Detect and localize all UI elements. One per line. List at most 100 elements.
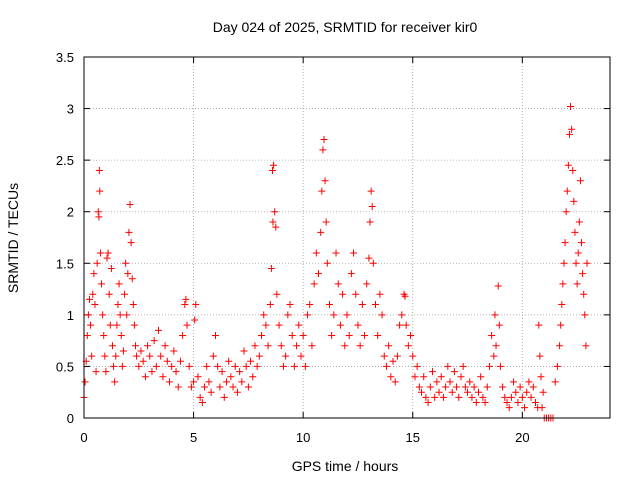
data-point: [570, 197, 578, 205]
data-point: [251, 342, 259, 350]
data-point: [536, 352, 544, 360]
data-point: [444, 362, 452, 370]
data-point: [88, 352, 96, 360]
data-point: [203, 362, 211, 370]
data-point: [492, 342, 500, 350]
data-point: [558, 301, 566, 309]
y-tick-label: 3: [67, 102, 74, 117]
data-point: [229, 383, 237, 391]
data-point: [84, 311, 92, 319]
data-point: [339, 290, 347, 298]
x-tick-label: 20: [515, 430, 529, 445]
data-point: [141, 373, 149, 381]
data-point: [490, 352, 498, 360]
data-point: [92, 368, 100, 376]
data-point: [207, 388, 215, 396]
data-point: [325, 301, 333, 309]
data-point: [551, 378, 559, 386]
data-point: [130, 321, 138, 329]
data-point: [249, 373, 257, 381]
data-point: [91, 301, 99, 309]
data-point: [96, 249, 104, 257]
data-point: [385, 342, 393, 350]
y-tick-label: 1.5: [56, 256, 74, 271]
data-point: [334, 280, 342, 288]
data-point: [96, 187, 104, 195]
data-point: [216, 383, 224, 391]
data-point: [133, 352, 141, 360]
data-point: [578, 239, 586, 247]
data-point: [165, 378, 173, 386]
data-point: [404, 342, 412, 350]
data-point: [266, 301, 274, 309]
data-point: [564, 161, 572, 169]
data-point: [284, 311, 292, 319]
data-point: [320, 136, 328, 144]
data-point: [83, 331, 91, 339]
data-point: [422, 393, 430, 401]
data-point: [568, 125, 576, 133]
data-point: [393, 352, 401, 360]
data-point: [247, 357, 255, 365]
data-point: [330, 311, 338, 319]
data-point: [233, 388, 241, 396]
data-point: [222, 378, 230, 386]
data-point: [318, 187, 326, 195]
data-point: [579, 270, 587, 278]
data-point: [488, 331, 496, 339]
data-point: [537, 373, 545, 381]
data-point: [116, 311, 124, 319]
data-point: [518, 393, 526, 401]
data-point: [561, 239, 569, 247]
data-point: [194, 373, 202, 381]
data-point: [85, 295, 93, 303]
data-point: [358, 301, 366, 309]
data-point: [273, 290, 281, 298]
data-point: [431, 393, 439, 401]
data-point: [306, 301, 314, 309]
data-point: [89, 290, 97, 298]
data-point: [505, 404, 513, 412]
data-point: [563, 187, 571, 195]
data-point: [323, 259, 331, 267]
data-point: [332, 249, 340, 257]
data-point: [475, 388, 482, 396]
data-point: [571, 228, 579, 236]
y-tick-label: 2: [67, 205, 74, 220]
data-point: [580, 290, 588, 298]
data-point: [576, 177, 584, 185]
data-point: [495, 321, 503, 329]
data-point: [328, 331, 336, 339]
x-tick-label: 15: [406, 430, 420, 445]
data-point: [121, 290, 129, 298]
data-point: [231, 362, 239, 370]
data-point: [152, 362, 160, 370]
data-point: [108, 342, 116, 350]
data-point: [512, 388, 520, 396]
data-point: [110, 362, 118, 370]
data-point: [119, 347, 127, 355]
x-tick-labels: 0 5 10 15 20: [80, 430, 529, 445]
data-point: [350, 249, 358, 257]
data-point: [172, 368, 180, 376]
data-point: [479, 393, 487, 401]
data-point: [111, 378, 119, 386]
data-point: [277, 342, 285, 350]
data-point: [174, 383, 182, 391]
data-point: [144, 342, 152, 350]
data-point: [126, 200, 134, 208]
data-point: [190, 378, 198, 386]
data-point: [472, 399, 480, 407]
data-point: [374, 331, 382, 339]
data-point: [301, 362, 309, 370]
data-point: [102, 368, 110, 376]
data-point: [496, 362, 504, 370]
data-point: [428, 368, 436, 376]
data-point: [470, 383, 478, 391]
data-point: [402, 321, 410, 329]
data-point: [510, 378, 518, 386]
data-point: [242, 362, 250, 370]
data-point: [100, 331, 108, 339]
data-point: [135, 362, 143, 370]
data-point: [516, 383, 524, 391]
